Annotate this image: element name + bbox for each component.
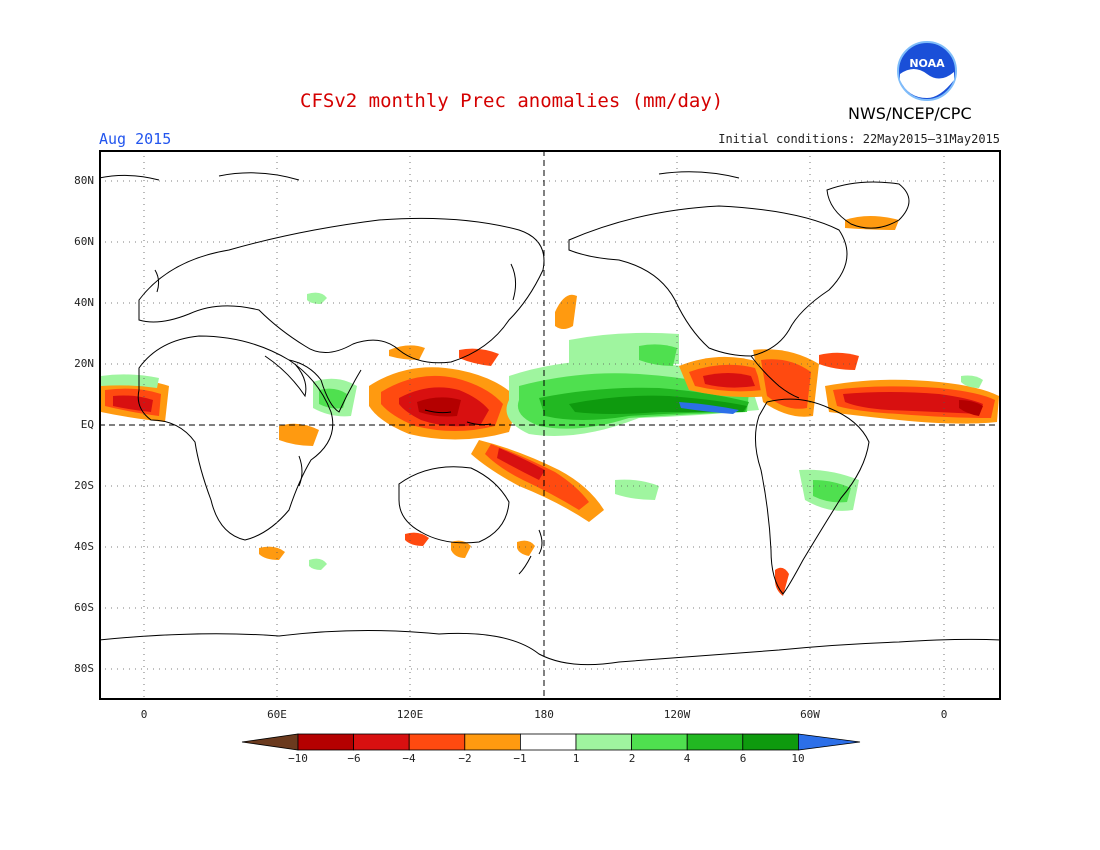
colorbar-cell xyxy=(742,733,799,751)
colorbar-label: 10 xyxy=(791,752,805,765)
colorbar-label: −1 xyxy=(513,752,527,765)
lat-label: 80S xyxy=(74,662,94,675)
colorbar-label: 4 xyxy=(683,752,691,765)
colorbar-cell xyxy=(408,733,466,751)
lon-label: 0 xyxy=(140,708,148,721)
lat-label: 40N xyxy=(74,296,94,309)
colorbar xyxy=(241,733,861,751)
colorbar-label: 1 xyxy=(572,752,580,765)
colorbar-label: 6 xyxy=(739,752,747,765)
colorbar-label: −6 xyxy=(347,752,361,765)
forecast-month: Aug 2015 xyxy=(99,130,172,148)
colorbar-label: −10 xyxy=(288,752,308,765)
colorbar-cell xyxy=(353,733,410,751)
lat-label: 80N xyxy=(74,174,94,187)
lat-label: 20N xyxy=(74,357,94,370)
precip-anomaly-map xyxy=(99,150,1001,700)
lat-label: EQ xyxy=(80,418,94,431)
lon-label: 60W xyxy=(800,708,820,721)
colorbar-cell xyxy=(798,733,861,751)
colorbar-cell xyxy=(575,733,632,751)
colorbar-cell xyxy=(464,733,521,751)
colorbar-label: −2 xyxy=(458,752,472,765)
lat-label: 20S xyxy=(74,479,94,492)
initial-conditions: Initial conditions: 22May2015–31May2015 xyxy=(718,132,1000,146)
lon-label: 120E xyxy=(396,708,424,721)
lon-label: 120W xyxy=(663,708,691,721)
lat-label: 40S xyxy=(74,540,94,553)
colorbar-cell xyxy=(241,733,299,751)
map-title: CFSv2 monthly Prec anomalies (mm/day) xyxy=(300,90,724,112)
colorbar-label: −4 xyxy=(402,752,416,765)
map-gridlines xyxy=(99,150,1001,700)
noaa-logo: NOAA xyxy=(897,41,957,101)
colorbar-cell xyxy=(686,733,744,751)
lon-label: 180 xyxy=(534,708,554,721)
lat-label: 60S xyxy=(74,601,94,614)
noaa-logo-text: NOAA xyxy=(909,57,945,70)
colorbar-cell xyxy=(631,733,688,751)
map-frame xyxy=(99,150,1001,700)
colorbar-label: 2 xyxy=(628,752,636,765)
organization-label: NWS/NCEP/CPC xyxy=(848,104,972,123)
lon-label: 0 xyxy=(940,708,948,721)
lon-label: 60E xyxy=(267,708,287,721)
lat-label: 60N xyxy=(74,235,94,248)
colorbar-cell xyxy=(297,733,354,751)
colorbar-cell xyxy=(519,733,577,751)
